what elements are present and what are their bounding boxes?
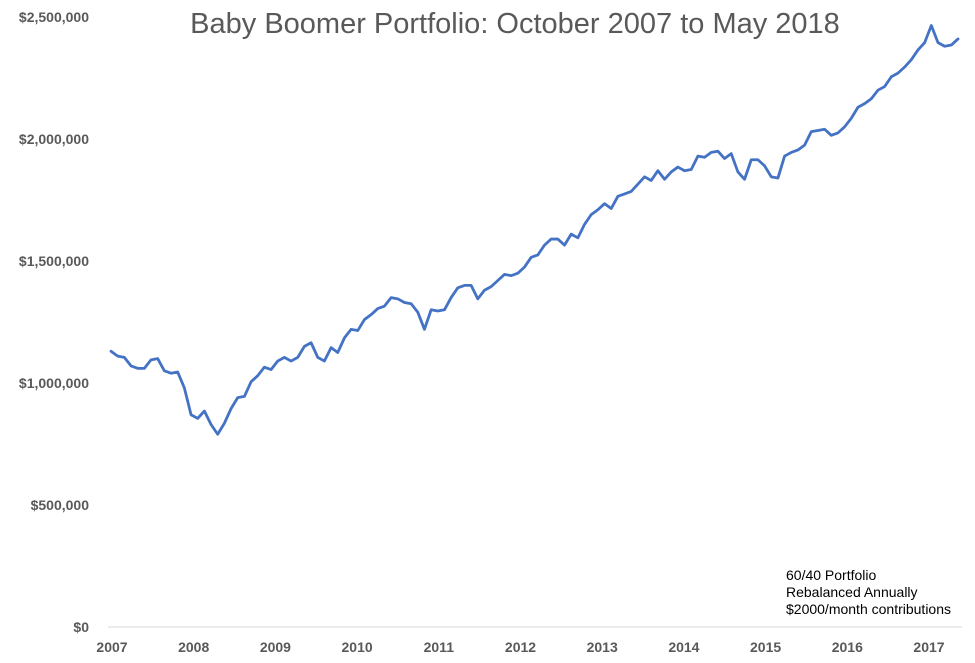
y-tick-label: $2,000,000 [19, 131, 89, 147]
x-tick-label: 2011 [424, 639, 455, 655]
x-tick-label: 2009 [260, 639, 291, 655]
annotation-line-1: 60/40 Portfolio [786, 567, 877, 583]
x-tick-label: 2014 [668, 639, 699, 655]
y-tick-label: $0 [73, 619, 89, 635]
x-tick-label: 2007 [96, 639, 127, 655]
y-tick-label: $1,500,000 [19, 253, 89, 269]
series-line [109, 24, 960, 436]
x-tick-label: 2017 [913, 639, 944, 655]
y-tick-label: $1,000,000 [19, 375, 89, 391]
y-tick-label: $2,500,000 [19, 9, 89, 25]
y-tick-label: $500,000 [31, 497, 90, 513]
chart-title: Baby Boomer Portfolio: October 2007 to M… [190, 8, 840, 40]
x-tick-label: 2015 [750, 639, 781, 655]
annotation-line-2: Rebalanced Annually [786, 584, 918, 600]
chart-annotation: 60/40 Portfolio Rebalanced Annually $200… [786, 567, 951, 618]
x-tick-label: 2012 [505, 639, 536, 655]
x-tick-label: 2016 [832, 639, 863, 655]
annotation-line-3: $2000/month contributions [786, 601, 951, 617]
x-axis: 2007 2008 2009 2010 2011 2012 2013 2014 2015 2016… [96, 639, 944, 655]
x-tick-label: 2013 [587, 639, 618, 655]
x-tick-label: 2008 [178, 639, 209, 655]
y-axis: $0 $500,000 $1,000,000 $1,500,000 $2,000,000… [19, 9, 89, 635]
x-tick-label: 2010 [342, 639, 373, 655]
